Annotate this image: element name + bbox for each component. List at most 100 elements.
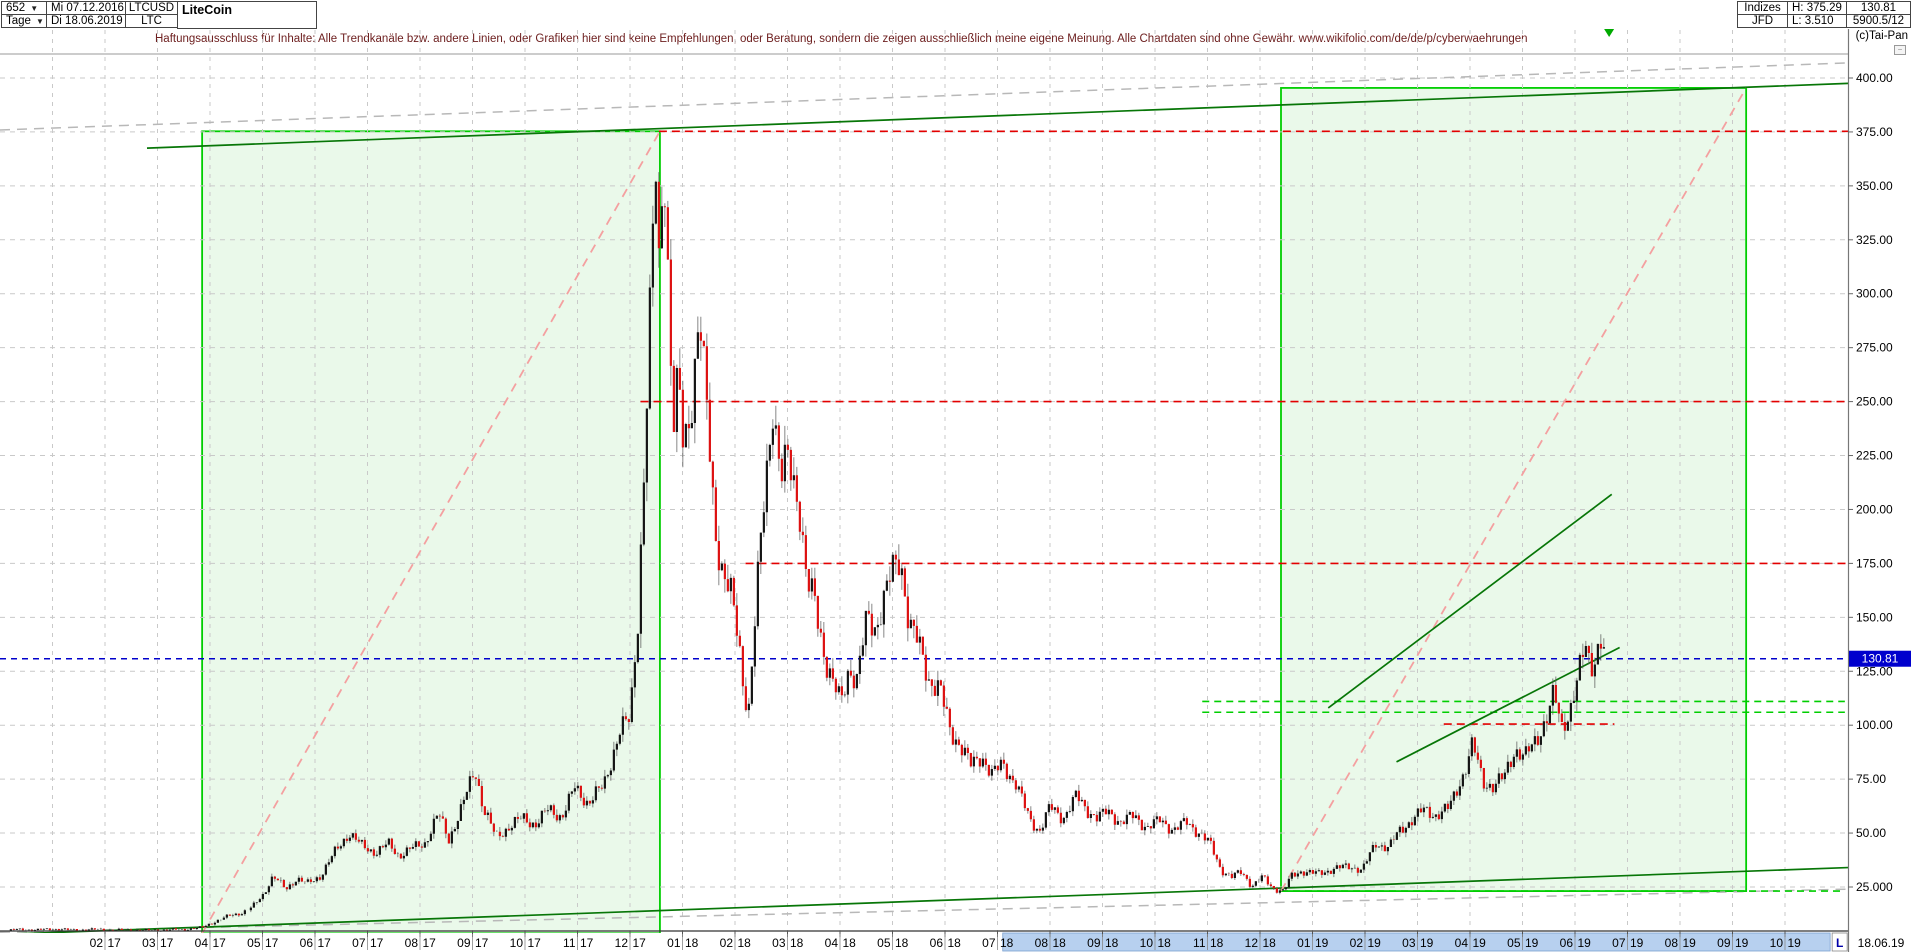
channel-lower — [1396, 646, 1621, 763]
svg-text:130.81: 130.81 — [1862, 652, 1899, 666]
copyright-label: (c)Tai-Pan — [1836, 30, 1908, 42]
grey-trend-highs — [0, 62, 1848, 131]
svg-text:325.00: 325.00 — [1856, 233, 1893, 247]
svg-text:17: 17 — [213, 936, 227, 950]
svg-text:03: 03 — [142, 936, 156, 950]
candlesticks — [9, 172, 1605, 932]
bar-count-value: 652 — [6, 2, 26, 14]
provider-label-text: JFD — [1751, 15, 1774, 27]
date-to-value: Di 18.06.2019 — [51, 15, 123, 27]
svg-text:17: 17 — [318, 936, 332, 950]
svg-text:02: 02 — [720, 936, 734, 950]
last-label: L — [1836, 936, 1843, 950]
svg-text:19: 19 — [1473, 936, 1487, 950]
svg-text:02: 02 — [1350, 936, 1364, 950]
svg-text:225.00: 225.00 — [1856, 449, 1893, 463]
svg-text:11: 11 — [563, 936, 576, 950]
svg-text:350.00: 350.00 — [1856, 179, 1893, 193]
trend-lines — [0, 62, 1848, 933]
svg-text:01: 01 — [667, 936, 681, 950]
svg-text:17: 17 — [160, 936, 174, 950]
svg-text:17: 17 — [108, 936, 122, 950]
svg-text:03: 03 — [1402, 936, 1416, 950]
svg-text:08: 08 — [1035, 936, 1049, 950]
axes — [0, 29, 1850, 952]
svg-text:19: 19 — [1420, 936, 1434, 950]
svg-text:05: 05 — [1507, 936, 1521, 950]
chevron-down-icon: ▼ — [30, 3, 39, 13]
symbol-field[interactable]: LTCUSD — [125, 1, 178, 15]
svg-text:19: 19 — [1788, 936, 1802, 950]
high-value: H: 375.29 — [1787, 1, 1847, 15]
svg-text:06: 06 — [1560, 936, 1574, 950]
last-date-label: 18.06.19 — [1858, 936, 1905, 950]
svg-text:19: 19 — [1525, 936, 1539, 950]
svg-text:09: 09 — [1087, 936, 1101, 950]
svg-text:05: 05 — [247, 936, 261, 950]
svg-text:300.00: 300.00 — [1856, 287, 1893, 301]
svg-text:01: 01 — [1297, 936, 1311, 950]
instrument-title-text: LiteCoin — [182, 3, 232, 17]
low-value-text: L: 3.510 — [1792, 15, 1834, 27]
svg-text:17: 17 — [475, 936, 489, 950]
green-trend-lows — [16, 866, 1848, 933]
svg-text:17: 17 — [580, 936, 594, 950]
date-to-field[interactable]: Di 18.06.2019 — [46, 14, 126, 28]
svg-text:17: 17 — [265, 936, 279, 950]
svg-text:04: 04 — [195, 936, 209, 950]
svg-text:17: 17 — [633, 936, 647, 950]
svg-text:11: 11 — [1193, 936, 1206, 950]
svg-text:09: 09 — [457, 936, 471, 950]
svg-text:19: 19 — [1578, 936, 1592, 950]
y-axis-labels: 400.00 375.00 350.00 325.00 300.00 275.00 250.… — [1848, 71, 1893, 894]
last-value-text: 130.81 — [1860, 2, 1897, 14]
svg-text:200.00: 200.00 — [1856, 502, 1893, 516]
svg-text:18: 18 — [1263, 936, 1277, 950]
svg-text:17: 17 — [423, 936, 437, 950]
svg-text:19: 19 — [1735, 936, 1749, 950]
x-axis-labels: 02 17 03 17 04 17 05 17 06 17 07 17 08 17 09 17 10 17 11 17… — [90, 931, 1802, 950]
svg-text:06: 06 — [930, 936, 944, 950]
timeframe-dropdown[interactable]: Tage ▼ — [1, 14, 47, 28]
svg-text:18: 18 — [1210, 936, 1224, 950]
svg-text:04: 04 — [825, 936, 839, 950]
svg-text:25.000: 25.000 — [1856, 880, 1893, 894]
svg-text:03: 03 — [772, 936, 786, 950]
svg-text:18: 18 — [895, 936, 909, 950]
svg-text:19: 19 — [1368, 936, 1382, 950]
svg-text:07: 07 — [982, 936, 996, 950]
disclaimer-text: Haftungsausschluss für Inhalte: Alle Tre… — [155, 33, 1528, 45]
svg-text:09: 09 — [1717, 936, 1731, 950]
secondary-value-text: 5900.5/12 — [1852, 15, 1905, 27]
last-bar-marker-icon — [1604, 29, 1615, 37]
svg-text:18: 18 — [948, 936, 962, 950]
date-from-field[interactable]: Mi 07.12.2016 — [46, 1, 126, 15]
svg-text:02: 02 — [90, 936, 104, 950]
svg-text:50.00: 50.00 — [1856, 826, 1886, 840]
symbol-short-value: LTC — [141, 15, 162, 27]
svg-text:08: 08 — [1665, 936, 1679, 950]
svg-text:175.00: 175.00 — [1856, 556, 1893, 570]
svg-text:100.00: 100.00 — [1856, 718, 1893, 732]
minimize-glyph: − — [1897, 45, 1903, 54]
symbol-value: LTCUSD — [128, 2, 175, 14]
svg-text:07: 07 — [1612, 936, 1626, 950]
red-diagonal-2019 — [1280, 87, 1747, 892]
svg-text:18: 18 — [1105, 936, 1119, 950]
minimize-icon[interactable]: − — [1894, 45, 1906, 55]
low-value: L: 3.510 — [1787, 14, 1847, 28]
red-diagonal-2017 — [201, 130, 661, 933]
svg-text:08: 08 — [405, 936, 419, 950]
svg-text:18: 18 — [790, 936, 804, 950]
svg-text:18: 18 — [685, 936, 699, 950]
last-price-badge: 130.81 — [1849, 650, 1911, 667]
date-from-value: Mi 07.12.2016 — [51, 2, 124, 14]
svg-text:400.00: 400.00 — [1856, 71, 1893, 85]
svg-text:18: 18 — [843, 936, 857, 950]
svg-text:19: 19 — [1683, 936, 1697, 950]
svg-text:10: 10 — [510, 936, 524, 950]
svg-text:275.00: 275.00 — [1856, 341, 1893, 355]
grid — [0, 30, 1848, 931]
highlight-band — [1002, 932, 1831, 952]
